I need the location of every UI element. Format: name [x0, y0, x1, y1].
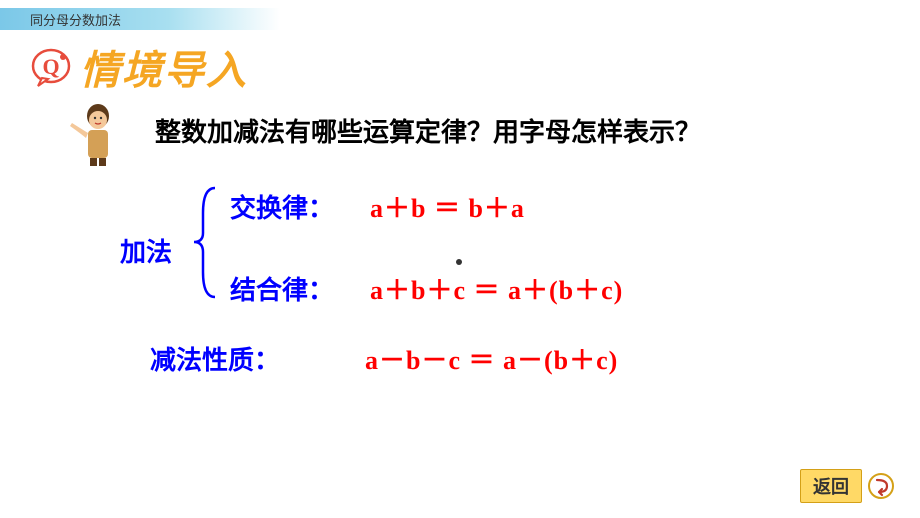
associative-law-row: 结合律： a＋b＋c ＝ a＋(b＋c): [230, 270, 623, 307]
header-bar: 同分母分数加法: [0, 8, 280, 30]
commutative-formula: a＋b ＝ b＋a: [370, 188, 525, 225]
commutative-label: 交换律：: [230, 188, 370, 225]
back-arrow-icon[interactable]: [867, 472, 895, 500]
associative-label: 结合律：: [230, 270, 370, 307]
subtraction-formula: a－b－c ＝ a－(b＋c): [365, 340, 618, 377]
page-indicator-dot: [456, 259, 462, 265]
associative-formula: a＋b＋c ＝ a＋(b＋c): [370, 270, 623, 307]
content-area: 加法 交换律： a＋b ＝ b＋a 结合律： a＋b＋c ＝ a＋(b＋c): [120, 180, 820, 310]
section-title: 情境导入: [80, 38, 248, 96]
teacher-icon: [60, 98, 130, 168]
commutative-law-row: 交换律： a＋b ＝ b＋a: [230, 188, 525, 225]
addition-group: 加法 交换律： a＋b ＝ b＋a 结合律： a＋b＋c ＝ a＋(b＋c): [120, 180, 820, 310]
section-title-area: Q 情境导入: [30, 38, 248, 96]
back-button-group[interactable]: 返回: [800, 469, 895, 503]
svg-text:Q: Q: [42, 54, 59, 79]
subtraction-row: 减法性质： a－b－c ＝ a－(b＋c): [150, 340, 618, 377]
q-bubble-icon: Q: [30, 46, 72, 88]
back-button-label[interactable]: 返回: [800, 469, 862, 503]
question-text: 整数加减法有哪些运算定律？用字母怎样表示？: [155, 112, 701, 149]
addition-label: 加法: [120, 232, 172, 269]
brace-icon: [190, 185, 220, 300]
subtraction-label: 减法性质：: [150, 340, 365, 377]
header-label: 同分母分数加法: [30, 10, 121, 29]
